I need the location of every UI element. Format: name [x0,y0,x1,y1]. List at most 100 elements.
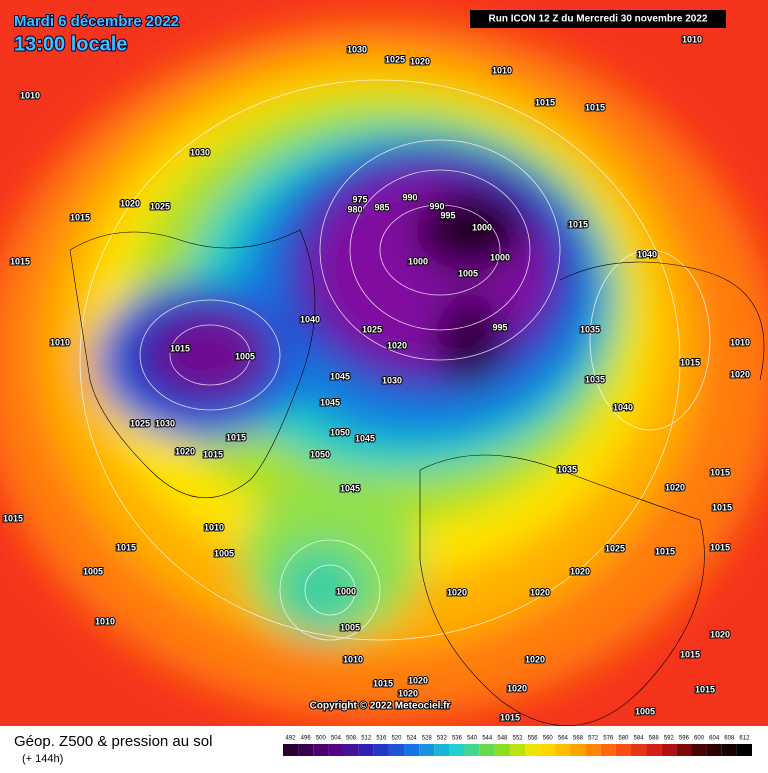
isobar-label: 1020 [120,198,140,208]
run-info: Run ICON 12 Z du Mercredi 30 novembre 20… [489,14,708,25]
legend-swatch [404,744,420,756]
isobar-label: 1040 [613,402,633,412]
legend-tick: 500 [316,736,327,742]
isobar-label: 1010 [682,34,702,44]
legend-swatch [298,744,314,756]
isobar-label: 1015 [710,467,730,477]
isobar-label: 1030 [347,44,367,54]
legend-swatch [721,744,737,756]
isobar-label: 1045 [330,371,350,381]
isobar-label: 980 [347,204,362,214]
legend-swatch [373,744,389,756]
legend-swatch [600,744,616,756]
legend-tick: 560 [543,736,554,742]
legend-swatch [676,744,692,756]
legend-tick: 604 [709,736,720,742]
isobar-label: 1015 [585,102,605,112]
isobar-label: 1015 [680,357,700,367]
isobar-label: 1005 [83,566,103,576]
legend-tick: 492 [286,736,297,742]
isobar-label: 1030 [155,418,175,428]
isobar-label: 1020 [408,675,428,685]
legend-tick: 552 [512,736,523,742]
legend-tick: 608 [724,736,735,742]
isobar-label: 1010 [204,522,224,532]
isobar-label: 1045 [320,397,340,407]
isobar-label: 1015 [226,432,246,442]
legend-swatch [630,744,647,756]
isobar-label: 1030 [190,147,210,157]
legend-swatch [328,744,344,756]
legend-swatch [706,744,722,756]
legend-tick: 532 [437,736,448,742]
isobar-label: 1015 [373,678,393,688]
legend-tick: 556 [528,736,539,742]
isobar-label: 1015 [710,542,730,552]
legend-tick: 580 [618,736,629,742]
legend-swatch [419,744,435,756]
isobar-label: 1015 [695,684,715,694]
geopotential-field [0,20,768,720]
legend-tick: 588 [649,736,660,742]
isobar-label: 1010 [20,90,40,100]
isobar-label: 1025 [130,418,150,428]
isobar-label: 1015 [70,212,90,222]
isobar-label: 1020 [175,446,195,456]
isobar-label: 1050 [310,449,330,459]
legend-tick: 576 [603,736,614,742]
isobar-label: 1015 [116,542,136,552]
isobar-label: 1005 [635,706,655,716]
footer-title: Géop. Z500 & pression au sol [14,733,212,750]
legend-swatch [585,744,601,756]
legend-swatch [479,744,495,756]
legend-swatch [313,744,329,756]
legend-tick: 600 [694,736,705,742]
isobar-label: 1015 [10,256,30,266]
isobar-label: 1020 [507,683,527,693]
isobar-label: 1010 [492,65,512,75]
legend-swatch [646,744,662,756]
isobar-labels: 1030 1025 1020 1010 1010 1010 1030 1015 1015 1020… [2,33,751,723]
legend-tick: 528 [422,736,433,742]
legend-swatch [540,744,556,756]
isobar-label: 995 [440,210,455,220]
legend-tick: 596 [679,736,690,742]
legend-tick: 584 [634,736,645,742]
color-legend: 492 496 500 504 508 512 516 520 524 528 532 536 540 5… [283,736,752,756]
legend-tick: 540 [467,736,478,742]
isobar-label: 1025 [605,543,625,553]
isobar-label: 1050 [330,427,350,437]
isobar-label: 990 [402,192,417,202]
isobar-label: 1020 [570,566,590,576]
isobar-label: 1015 [3,513,23,523]
isobar-label: 1000 [472,222,492,232]
isobar-label: 1030 [382,375,402,385]
legend-swatch [283,744,299,756]
legend-swatch [434,744,450,756]
isobar-label: 975 [352,194,367,204]
isobar-label: 1040 [637,249,657,259]
legend-tick: 520 [391,736,402,742]
isobar-label: 1005 [458,268,478,278]
isobar-label: 1005 [235,351,255,361]
isobar-label: 1015 [655,546,675,556]
isobar-label: 1010 [95,616,115,626]
legend-swatch [736,744,752,756]
legend-swatch [449,744,465,756]
forecast-time: 13:00 locale [14,33,127,55]
isobar-label: 1010 [730,337,750,347]
isobar-label: 1015 [680,649,700,659]
isobar-label: 995 [492,322,507,332]
legend-swatch [509,744,526,756]
legend-swatch [494,744,510,756]
legend-swatch [570,744,586,756]
isobar-label: 1015 [500,712,520,722]
isobar-label: 1020 [525,654,545,664]
isobar-label: 985 [374,202,389,212]
isobar-label: 1035 [585,374,605,384]
isobar-label: 1020 [530,587,550,597]
copyright: Copyright © 2022 Meteociel.fr [310,701,451,712]
legend-tick: 564 [558,736,569,742]
isobar-label: 1000 [336,586,356,596]
